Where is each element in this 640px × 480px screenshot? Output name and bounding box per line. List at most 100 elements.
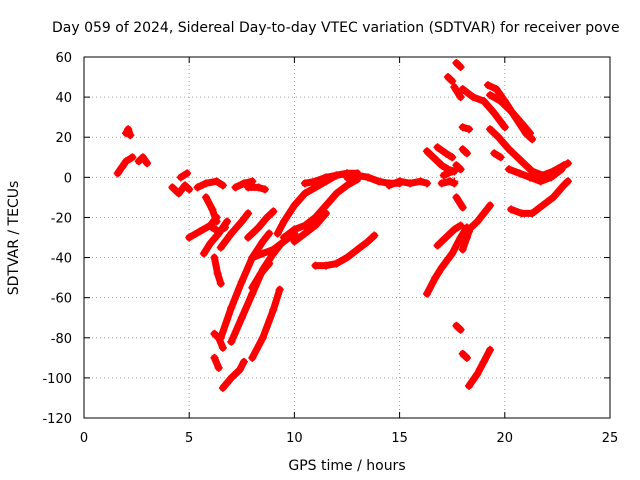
- data-point: [458, 245, 467, 254]
- data-point: [185, 233, 194, 242]
- series-track-36: [433, 143, 457, 162]
- data-point: [231, 183, 240, 192]
- data-series-layer: [113, 59, 572, 392]
- data-point: [248, 283, 257, 292]
- y-tick-label: -120: [42, 412, 72, 427]
- data-point: [549, 193, 558, 202]
- series-track-14: [216, 209, 253, 252]
- series-track-35: [439, 167, 457, 180]
- y-tick-label: 40: [55, 91, 72, 106]
- data-point: [353, 245, 362, 254]
- data-point: [507, 205, 516, 214]
- data-point: [227, 373, 236, 382]
- data-point: [458, 145, 467, 154]
- series-track-28: [311, 231, 379, 270]
- series-track-41: [458, 123, 474, 134]
- data-point: [332, 171, 341, 180]
- data-point: [237, 313, 246, 322]
- data-point: [126, 131, 135, 140]
- series-line: [217, 230, 273, 342]
- data-point: [473, 369, 482, 378]
- series-line: [526, 165, 566, 185]
- data-point: [213, 269, 222, 278]
- y-tick-label: 20: [55, 131, 72, 146]
- data-point: [563, 159, 572, 168]
- data-point: [128, 153, 137, 162]
- data-point: [465, 125, 474, 134]
- data-point: [486, 125, 495, 134]
- data-point: [343, 181, 351, 190]
- data-point: [563, 177, 572, 186]
- data-point: [216, 243, 225, 252]
- data-point: [223, 217, 232, 226]
- data-point: [473, 217, 482, 226]
- data-point: [214, 227, 223, 236]
- data-point: [456, 325, 465, 334]
- data-point: [269, 207, 278, 216]
- data-point: [462, 149, 471, 158]
- y-tick-label: -60: [51, 292, 72, 307]
- series-line: [219, 358, 248, 392]
- data-point: [210, 353, 219, 362]
- series-line: [450, 83, 465, 101]
- data-point: [143, 159, 152, 168]
- data-point: [321, 209, 330, 218]
- data-point: [117, 163, 126, 172]
- data-point: [450, 177, 459, 186]
- series-track-46: [452, 321, 465, 334]
- data-point: [374, 177, 383, 186]
- data-point: [538, 201, 547, 210]
- series-line: [452, 193, 467, 211]
- data-point: [343, 173, 351, 182]
- series-track-44: [450, 177, 459, 186]
- series-track-22: [248, 285, 284, 362]
- series-track-57: [526, 165, 566, 186]
- series-track-1: [113, 153, 137, 178]
- data-point: [559, 181, 568, 190]
- data-point: [202, 179, 211, 188]
- data-point: [321, 173, 330, 182]
- data-point: [269, 305, 278, 314]
- data-point: [517, 119, 526, 128]
- data-point: [486, 345, 495, 354]
- series-line: [194, 177, 227, 191]
- series-track-11: [210, 253, 225, 288]
- series-line: [290, 209, 330, 245]
- data-point: [456, 221, 465, 230]
- data-point: [122, 157, 131, 166]
- data-point: [220, 223, 229, 232]
- series-track-25: [279, 175, 362, 242]
- data-point: [452, 161, 461, 170]
- data-point: [208, 223, 217, 232]
- data-point: [448, 77, 457, 86]
- data-point: [227, 229, 236, 238]
- data-point: [122, 129, 131, 138]
- data-point: [300, 179, 309, 188]
- series-track-19: [244, 183, 269, 194]
- data-point: [456, 63, 465, 72]
- x-tick-labels: 0 5 10 15 20 25: [80, 431, 618, 446]
- x-tick-label: 5: [185, 431, 193, 446]
- y-tick-labels: 60 40 20 0 -20 -40 -60 -80 -100 -120: [42, 51, 72, 427]
- data-point: [490, 149, 499, 158]
- data-point: [353, 171, 362, 180]
- data-point: [210, 253, 219, 262]
- data-point: [479, 357, 488, 366]
- data-point: [214, 363, 223, 372]
- data-point: [458, 85, 467, 94]
- data-point: [290, 237, 299, 246]
- data-point: [176, 173, 185, 182]
- data-point: [216, 279, 225, 288]
- series-track-42: [458, 145, 471, 158]
- data-point: [462, 233, 471, 242]
- data-point: [300, 221, 309, 230]
- data-point: [237, 217, 246, 226]
- data-point: [258, 237, 267, 246]
- data-point: [218, 343, 227, 352]
- x-tick-label: 0: [80, 431, 88, 446]
- y-tick-label: -20: [51, 211, 72, 226]
- data-point: [479, 97, 488, 106]
- series-track-43: [452, 161, 465, 174]
- data-point: [248, 353, 257, 362]
- x-tick-label: 25: [602, 431, 619, 446]
